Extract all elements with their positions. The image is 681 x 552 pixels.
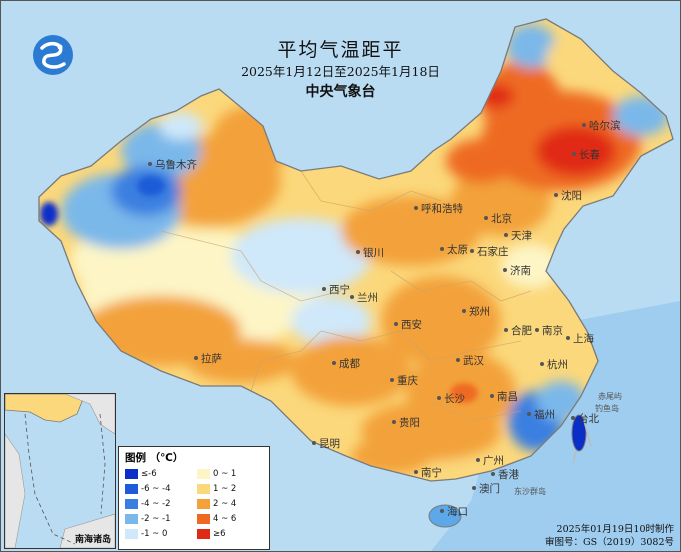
city-label: 南昌: [490, 391, 518, 403]
city-label: 哈尔滨: [582, 120, 621, 132]
city-label: 西安: [394, 319, 422, 331]
map-title: 平均气温距平: [277, 39, 404, 61]
legend-label: -2 ~ -1: [141, 514, 171, 524]
city-label: 太原: [440, 244, 468, 256]
legend-label: ≤-6: [141, 469, 157, 479]
city-label: 香港: [491, 469, 519, 481]
city-label: 合肥: [504, 325, 532, 337]
legend-swatch: [197, 529, 210, 539]
city-label: 台北: [571, 413, 599, 425]
city-label: 郑州: [462, 306, 490, 318]
city-label: 杭州: [540, 359, 568, 371]
production-time: 2025年01月19日10时制作: [556, 524, 674, 535]
city-label: 上海: [566, 333, 594, 345]
cma-logo-icon: [33, 35, 73, 75]
city-label: 南京: [535, 325, 563, 337]
legend-swatch: [125, 529, 138, 539]
city-label: 沈阳: [554, 190, 582, 202]
legend-swatch: [125, 514, 138, 524]
south-china-sea-inset: 南海诸岛: [4, 393, 116, 549]
city-label: 兰州: [350, 292, 378, 304]
city-label: 西宁: [322, 284, 350, 296]
city-label: 南宁: [414, 467, 442, 479]
legend-swatch: [197, 514, 210, 524]
city-label: 拉萨: [194, 353, 222, 365]
legend-swatch: [125, 469, 138, 479]
legend-swatch: [125, 499, 138, 509]
map-period: 2025年1月12日至2025年1月18日: [241, 64, 440, 79]
legend: 图例 （℃） ≤-6 -6 ~ -4 -4 ~ -2 -2 ~ -1 -1 ~ …: [118, 446, 270, 550]
city-label: 重庆: [390, 375, 418, 387]
legend-label: 2 ~ 4: [213, 499, 237, 509]
city-label: 昆明: [312, 438, 340, 450]
city-label: 银川: [356, 247, 384, 259]
legend-label: 4 ~ 6: [213, 514, 237, 524]
city-label: 北京: [484, 213, 512, 225]
city-label: 澳门: [472, 483, 500, 495]
legend-swatch: [197, 499, 210, 509]
city-label: 石家庄: [470, 246, 509, 258]
city-label: 长沙: [437, 393, 465, 405]
map-agency: 中央气象台: [305, 84, 376, 100]
inset-label: 南海诸岛: [74, 535, 111, 545]
legend-label: -1 ~ 0: [141, 529, 168, 539]
city-label: 长春: [572, 149, 600, 161]
legend-title: 图例 （℃）: [125, 452, 184, 464]
legend-swatch: [125, 484, 138, 494]
city-label: 成都: [332, 358, 360, 370]
city-label: 呼和浩特: [414, 203, 463, 215]
city-label: 武汉: [456, 355, 484, 367]
island-label: 东沙群岛: [514, 487, 546, 496]
legend-swatch: [197, 469, 210, 479]
legend-label: ≥6: [213, 529, 226, 539]
legend-label: 1 ~ 2: [213, 484, 237, 494]
city-label: 济南: [503, 265, 531, 277]
city-label: 海口: [440, 506, 468, 518]
approval-number: 审图号：GS（2019）3082号: [545, 537, 674, 548]
city-label: 福州: [527, 409, 555, 421]
legend-label: 0 ~ 1: [213, 469, 237, 479]
inset-map: [5, 394, 115, 548]
city-label: 广州: [476, 455, 504, 467]
city-label: 贵阳: [392, 417, 420, 429]
island-label: 赤尾屿: [598, 392, 622, 401]
island-label: 钓鱼岛: [595, 404, 619, 413]
legend-swatch: [197, 484, 210, 494]
legend-label: -6 ~ -4: [141, 484, 171, 494]
city-label: 乌鲁木齐: [148, 159, 197, 171]
city-label: 天津: [504, 230, 532, 242]
legend-label: -4 ~ -2: [141, 499, 171, 509]
